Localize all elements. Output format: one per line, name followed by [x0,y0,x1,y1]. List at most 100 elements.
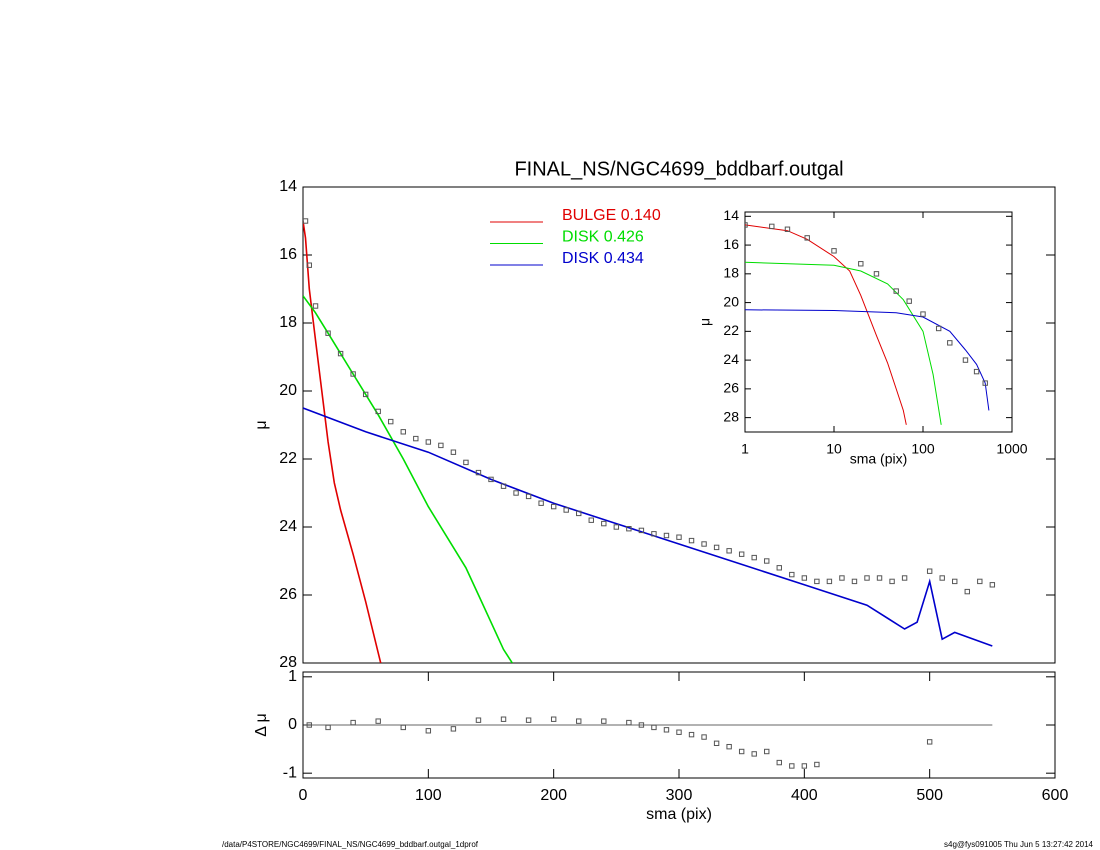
series-line [303,407,993,647]
plot-area [303,716,993,769]
data-point [926,568,933,574]
data-point [388,418,394,425]
footer-path: /data/P4STORE/NGC4699/FINAL_NS/NGC4699_b… [222,840,479,849]
data-point [769,223,775,230]
data-point [626,526,632,532]
data-point [776,565,782,571]
data-point [804,235,810,241]
data-point [651,724,657,731]
data-point [306,262,312,268]
data-point [676,534,682,540]
data-point [362,391,369,398]
data-point [873,271,880,277]
data-point [973,368,980,375]
legend-label: BULGE 0.140 [562,207,661,224]
y-tick-label: 18 [723,265,739,281]
data-point [962,357,969,363]
data-point [751,751,757,757]
data-point [989,582,996,588]
data-point [977,578,983,585]
data-point [663,727,670,733]
data-point [789,763,795,769]
y-tick-label: 28 [279,654,297,671]
data-point [425,439,432,445]
data-point [839,575,845,581]
data-point [375,408,381,415]
data-point [400,724,406,731]
data-point [638,527,645,534]
data-point [306,722,312,728]
data-point [312,303,319,309]
data-point [651,531,657,537]
data-point [738,748,745,755]
data-point [814,578,820,585]
data-point [801,575,808,581]
y-tick-label: 24 [279,518,297,535]
y-tick-label: 16 [279,246,297,263]
data-point [814,761,820,768]
plot-area [745,222,990,425]
data-point [325,330,331,336]
x-tick-label: 1000 [996,441,1027,457]
data-point [676,729,682,735]
data-point [525,717,532,723]
data-point [864,575,870,581]
data-point [601,520,607,527]
data-point [626,719,632,726]
data-point [475,469,482,476]
data-point [776,759,782,766]
y-tick-label: 20 [279,382,297,399]
y-tick-label: 18 [279,314,297,331]
x-tick-label: 600 [1042,787,1069,804]
data-point [764,558,770,564]
data-point [701,541,707,547]
data-point [325,724,331,731]
data-point [713,740,720,747]
data-point [500,483,507,489]
y-tick-label: 20 [723,293,739,309]
data-point [858,261,864,267]
data-point [738,551,745,557]
data-point [576,718,582,724]
y-tick-label: 0 [288,716,297,733]
data-point [438,442,444,449]
y-tick-label: 26 [723,380,739,396]
data-point [601,718,607,724]
data-point [538,500,544,506]
data-point [413,435,419,442]
data-point [920,311,926,317]
series-line [745,224,907,425]
data-point [350,371,356,377]
y-tick-label: 26 [279,586,297,603]
x-tick-label: 100 [415,787,442,804]
y-tick-label: -1 [283,764,297,781]
data-point [350,719,356,726]
data-point [303,218,309,224]
legend-label: DISK 0.434 [562,250,644,267]
data-point [789,571,795,578]
data-point [563,507,569,513]
data-point [745,222,748,228]
data-point [939,575,945,581]
data-point [901,575,908,581]
plot-area [303,218,996,663]
data-point [550,716,557,722]
y-tick-label: 22 [279,450,297,467]
data-point [475,717,482,723]
data-point [425,728,432,734]
data-point [893,288,899,294]
data-point [926,739,933,745]
data-point [982,380,988,386]
data-point [513,490,519,496]
data-point [613,524,620,530]
y-tick-label: 22 [723,322,739,338]
y-tick-label: 16 [723,236,739,252]
data-point [450,449,457,455]
y-axis-label: Δ μ [253,713,270,736]
data-point [889,578,895,585]
data-point [952,578,958,585]
y-axis-label: μ [697,318,713,326]
data-point [525,493,532,500]
data-point [450,726,457,732]
